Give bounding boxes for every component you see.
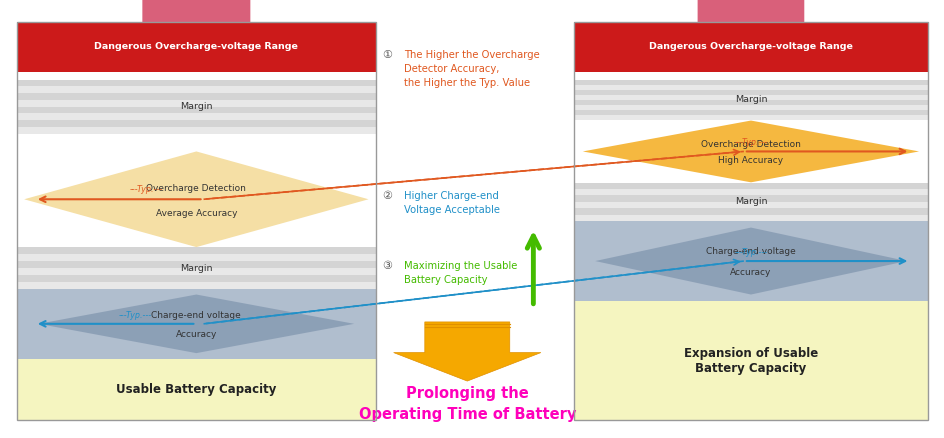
- Text: Margin: Margin: [734, 198, 767, 206]
- Bar: [17, 93, 376, 100]
- Text: ---Typ.---: ---Typ.---: [119, 311, 152, 320]
- Text: Margin: Margin: [180, 264, 212, 272]
- Bar: [17, 275, 376, 282]
- Text: ---Typ.---: ---Typ.---: [734, 248, 767, 257]
- Text: Dangerous Overcharge-voltage Range: Dangerous Overcharge-voltage Range: [649, 42, 852, 51]
- Text: High Accuracy: High Accuracy: [718, 156, 784, 165]
- Bar: [574, 215, 928, 221]
- Text: Dangerous Overcharge-voltage Range: Dangerous Overcharge-voltage Range: [94, 42, 298, 51]
- Bar: [17, 261, 376, 268]
- Bar: [574, 221, 928, 301]
- Polygon shape: [39, 294, 354, 353]
- Bar: [574, 301, 928, 420]
- Text: Margin: Margin: [180, 102, 212, 111]
- Text: Accuracy: Accuracy: [176, 329, 217, 339]
- Bar: [574, 90, 928, 95]
- Text: The Higher the Overcharge
Detector Accuracy,
the Higher the Typ. Value: The Higher the Overcharge Detector Accur…: [404, 50, 540, 88]
- Bar: [17, 254, 376, 261]
- Bar: [574, 183, 928, 189]
- Text: ③: ③: [382, 261, 393, 271]
- Text: Accuracy: Accuracy: [731, 268, 771, 277]
- Bar: [17, 268, 376, 275]
- Bar: [574, 99, 928, 105]
- Bar: [574, 110, 928, 115]
- Text: Higher Charge-end
Voltage Acceptable: Higher Charge-end Voltage Acceptable: [404, 191, 500, 215]
- Bar: [17, 22, 376, 72]
- Bar: [17, 359, 376, 420]
- Text: Usable Battery Capacity: Usable Battery Capacity: [116, 383, 277, 396]
- Text: Charge-end voltage: Charge-end voltage: [151, 311, 242, 320]
- Bar: [574, 22, 928, 420]
- Bar: [574, 85, 928, 90]
- Text: Maximizing the Usable
Battery Capacity: Maximizing the Usable Battery Capacity: [404, 261, 517, 285]
- Bar: [17, 247, 376, 254]
- Bar: [574, 105, 928, 110]
- Bar: [17, 22, 376, 420]
- Bar: [17, 289, 376, 359]
- Bar: [574, 208, 928, 215]
- Text: ①: ①: [382, 50, 393, 60]
- Bar: [574, 115, 928, 120]
- Text: ---Typ.---: ---Typ.---: [129, 185, 162, 194]
- Text: ②: ②: [382, 191, 393, 201]
- Polygon shape: [596, 228, 906, 294]
- Text: Overcharge Detection: Overcharge Detection: [146, 184, 246, 193]
- Bar: [574, 195, 928, 202]
- Text: Overcharge Detection: Overcharge Detection: [701, 140, 801, 149]
- Bar: [17, 120, 376, 127]
- Bar: [574, 22, 928, 72]
- Text: Charge-end voltage: Charge-end voltage: [706, 247, 796, 255]
- FancyBboxPatch shape: [143, 0, 250, 24]
- Bar: [17, 22, 376, 420]
- Bar: [17, 113, 376, 120]
- Polygon shape: [582, 120, 919, 182]
- Bar: [574, 80, 928, 85]
- Bar: [574, 189, 928, 195]
- Bar: [17, 282, 376, 289]
- Bar: [574, 95, 928, 99]
- Bar: [17, 80, 376, 86]
- Bar: [574, 22, 928, 420]
- Text: ---Typ.---: ---Typ.---: [734, 138, 767, 147]
- Polygon shape: [394, 322, 541, 381]
- Polygon shape: [25, 152, 368, 247]
- Bar: [17, 127, 376, 134]
- Text: Expansion of Usable
Battery Capacity: Expansion of Usable Battery Capacity: [683, 347, 818, 374]
- Bar: [17, 100, 376, 106]
- FancyBboxPatch shape: [698, 0, 804, 24]
- Text: Margin: Margin: [734, 95, 767, 104]
- Bar: [574, 202, 928, 208]
- Text: Prolonging the
Operating Time of Battery: Prolonging the Operating Time of Battery: [359, 386, 576, 422]
- Text: Average Accuracy: Average Accuracy: [156, 209, 237, 218]
- Bar: [17, 86, 376, 93]
- Bar: [17, 106, 376, 113]
